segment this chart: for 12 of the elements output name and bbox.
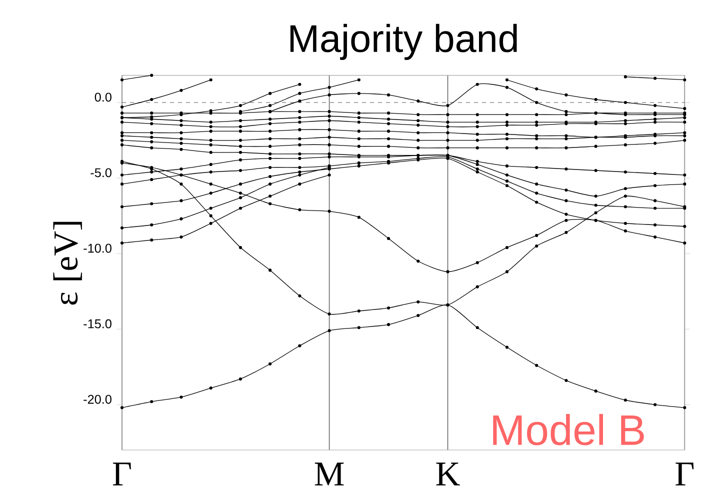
y-tick-label: -20.0 [84,394,112,404]
chart-title: Majority band [290,24,517,60]
x-tick-label: Γ [676,462,694,486]
x-tick-label: Γ [112,462,131,486]
y-tick-label: 0.0 [94,92,112,102]
annotation: Model B [493,414,644,446]
x-tick-label: K [436,462,460,486]
y-tick-label: -15.0 [84,319,112,328]
y-tick-label: -5.0 [90,168,112,178]
x-tick-label: M [314,462,344,486]
y-tick-label: -10.0 [84,244,112,253]
y-axis-title: ε [eV] [53,222,82,305]
